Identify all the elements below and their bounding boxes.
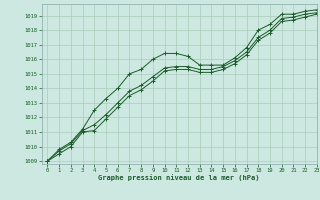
X-axis label: Graphe pression niveau de la mer (hPa): Graphe pression niveau de la mer (hPa) [99, 175, 260, 181]
